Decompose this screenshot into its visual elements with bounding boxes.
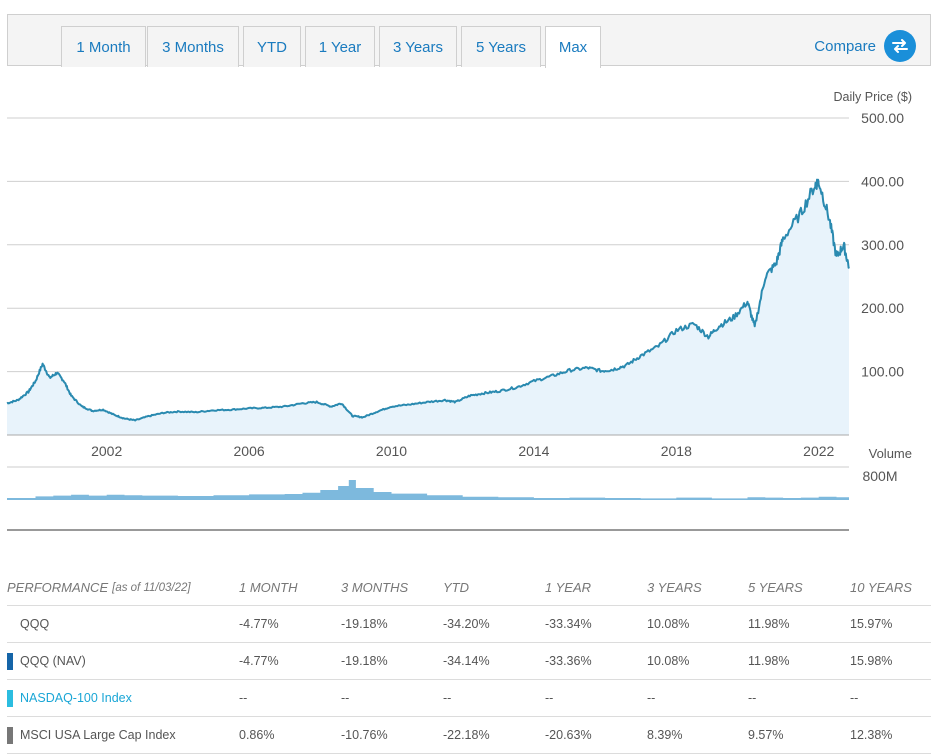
table-cell: -4.77% — [239, 654, 279, 668]
performance-table: PERFORMANCE [as of 11/03/22] 1 MONTH 3 MO… — [7, 570, 931, 754]
table-cell: 15.98% — [850, 654, 893, 668]
col-1-year: 1 YEAR — [545, 580, 592, 595]
table-cell: 8.39% — [647, 728, 683, 742]
row-name-label: QQQ (NAV) — [20, 654, 86, 668]
volume-tick-label: 800M — [862, 468, 897, 484]
row-name: NASDAQ-100 Index — [7, 680, 132, 716]
table-row: QQQ (NAV) -4.77% -19.18% -34.14% -33.36% 10.0… — [7, 643, 931, 680]
table-cell: 15.97% — [850, 617, 893, 631]
row-name: QQQ — [20, 606, 49, 642]
table-cell: -- — [341, 691, 350, 705]
x-tick-label: 2014 — [518, 443, 549, 459]
y-tick-label: 500.00 — [861, 110, 904, 126]
tab-ytd[interactable]: YTD — [243, 26, 301, 67]
table-cell: 10.08% — [647, 617, 690, 631]
table-row: NASDAQ-100 Index -- -- -- -- -- -- -- — [7, 680, 931, 717]
x-tick-label: 2006 — [234, 443, 265, 459]
tab-max[interactable]: Max — [545, 26, 601, 68]
x-tick-label: 2022 — [803, 443, 834, 459]
table-cell: -- — [748, 691, 757, 705]
table-cell: 9.57% — [748, 728, 784, 742]
volume-bars — [7, 480, 849, 500]
table-cell: 10.08% — [647, 654, 690, 668]
table-cell: 11.98% — [748, 617, 790, 631]
tab-1-year[interactable]: 1 Year — [305, 26, 375, 67]
performance-header-label: PERFORMANCE [as of 11/03/22] — [7, 570, 191, 605]
y-tick-label: 200.00 — [861, 300, 904, 316]
compare-button[interactable]: Compare — [814, 30, 916, 62]
y-tick-label: 100.00 — [861, 364, 904, 380]
table-cell: -22.18% — [443, 728, 490, 742]
row-name-label: QQQ — [20, 617, 50, 631]
table-cell: -- — [545, 691, 554, 705]
col-3-years: 3 YEARS — [647, 580, 702, 595]
series-swatch — [7, 726, 13, 744]
table-row: MSCI USA Large Cap Index 0.86% -10.76% -22.… — [7, 717, 931, 754]
series-swatch — [7, 689, 13, 707]
table-row: QQQ -4.77% -19.18% -34.20% -33.34% 10.08% 11.9… — [7, 606, 931, 643]
table-cell: -- — [850, 691, 859, 705]
col-10-years: 10 YEARS — [850, 580, 912, 595]
performance-asof: [as of 11/03/22] — [112, 581, 191, 594]
performance-title: PERFORMANCE — [7, 580, 109, 595]
table-cell: -19.18% — [341, 617, 388, 631]
table-cell: -19.18% — [341, 654, 388, 668]
x-tick-label: 2018 — [661, 443, 692, 459]
table-cell: -10.76% — [341, 728, 388, 742]
row-name-label: MSCI USA Large Cap Index — [20, 728, 176, 742]
table-cell: -- — [647, 691, 656, 705]
tab-3-months[interactable]: 3 Months — [147, 26, 239, 67]
col-3-months: 3 MONTHS — [341, 580, 409, 595]
x-tick-label: 2010 — [376, 443, 407, 459]
row-name-label: NASDAQ-100 Index — [20, 691, 132, 705]
y-axis-title: Daily Price ($) — [834, 90, 913, 104]
y-tick-label: 400.00 — [861, 173, 904, 189]
table-cell: 11.98% — [748, 654, 790, 668]
range-toolbar: 1 Month 3 Months YTD 1 Year 3 Years 5 Ye… — [7, 14, 931, 68]
col-5-years: 5 YEARS — [748, 580, 803, 595]
volume-title: Volume — [869, 446, 912, 461]
table-cell: -- — [239, 691, 248, 705]
tab-3-years[interactable]: 3 Years — [379, 26, 457, 67]
table-cell: -20.63% — [545, 728, 592, 742]
price-area — [7, 179, 849, 435]
row-name: QQQ (NAV) — [7, 643, 86, 679]
x-tick-label: 2002 — [91, 443, 122, 459]
compare-label: Compare — [814, 37, 876, 55]
row-name: MSCI USA Large Cap Index — [7, 717, 176, 753]
table-cell: -33.34% — [545, 617, 592, 631]
tab-1-month[interactable]: 1 Month — [61, 26, 146, 67]
price-line — [6, 178, 850, 422]
performance-header: PERFORMANCE [as of 11/03/22] 1 MONTH 3 MO… — [7, 570, 931, 606]
y-tick-label: 300.00 — [861, 237, 904, 253]
swap-arrows-icon — [884, 30, 916, 62]
price-chart: Daily Price ($) 500.00 400.00 300.00 200.00… — [6, 90, 913, 531]
series-swatch — [7, 652, 13, 670]
table-cell: -- — [443, 691, 452, 705]
table-cell: -34.20% — [443, 617, 490, 631]
col-ytd: YTD — [443, 580, 469, 595]
table-cell: 0.86% — [239, 728, 275, 742]
tab-5-years[interactable]: 5 Years — [461, 26, 541, 67]
col-1-month: 1 MONTH — [239, 580, 298, 595]
table-cell: -4.77% — [239, 617, 279, 631]
table-cell: 12.38% — [850, 728, 893, 742]
table-cell: -34.14% — [443, 654, 490, 668]
table-cell: -33.36% — [545, 654, 592, 668]
